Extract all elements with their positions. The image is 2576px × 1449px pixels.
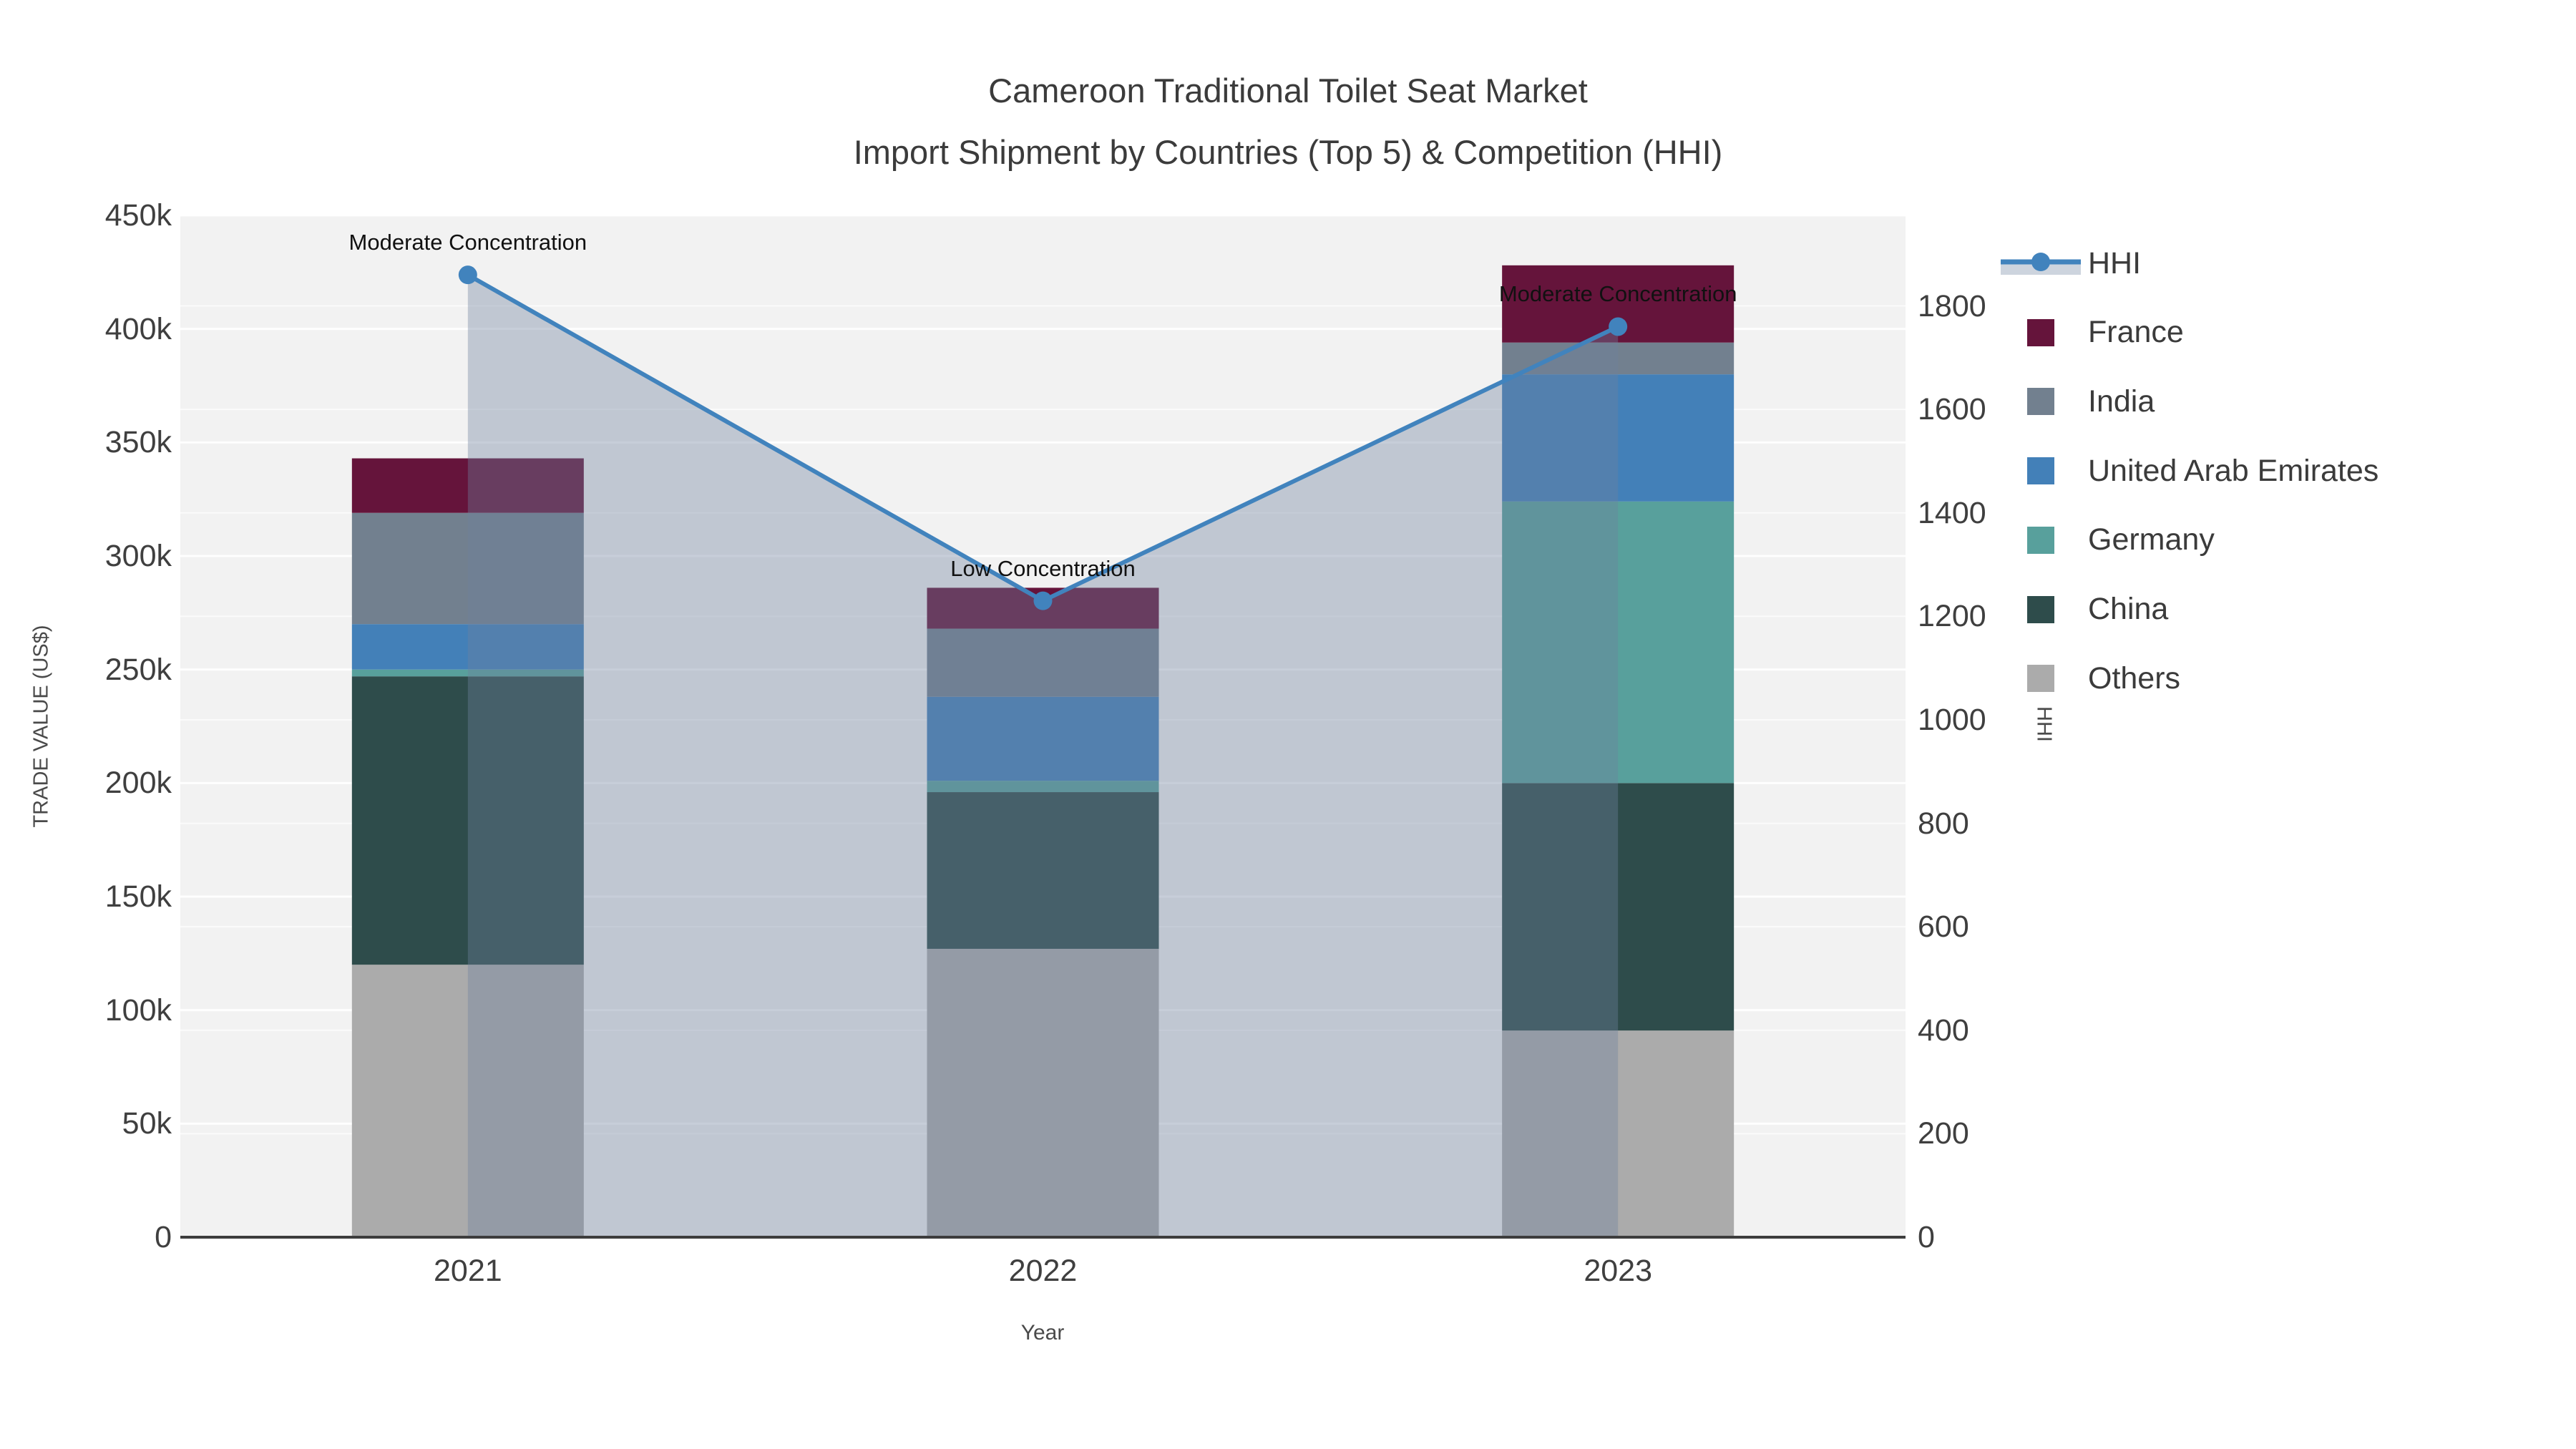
y-left-tick: 300k [104,539,172,573]
y-right-tick: 800 [1918,806,1969,841]
x-axis-title: Year [1020,1321,1065,1345]
bar-segment-2021-united-arab-emirates[interactable] [351,624,584,670]
y-right-axis-title: HHI [2032,706,2056,742]
legend-color-swatch [2027,665,2054,693]
bar-segment-2021-others[interactable] [351,965,584,1237]
y-right-tick: 1400 [1918,495,1986,530]
y-left-tick: 400k [104,311,172,346]
bar-segment-2023-india[interactable] [1502,342,1735,375]
bar-segment-2023-china[interactable] [1502,783,1735,1031]
bar-segment-2023-united-arab-emirates[interactable] [1502,374,1735,502]
annotation-2023: Moderate Concentration [1498,281,1737,307]
y-right-tick: 200 [1918,1116,1969,1151]
bar-segment-2021-china[interactable] [351,676,584,965]
y-right-tick: 600 [1918,909,1969,945]
y-right-tick: 1800 [1918,288,1986,323]
hhi-marker-2023[interactable] [1609,317,1628,336]
legend-label: Germany [2088,522,2215,557]
legend-label: HHI [2088,245,2142,280]
chart-title-line2: Import Shipment by Countries (Top 5) & C… [853,133,1723,171]
legend-swatch-icon [2001,317,2081,348]
legend-swatch-icon [2001,455,2081,487]
legend-swatch-icon [2001,525,2081,556]
y-left-tick: 0 [155,1220,172,1254]
hhi-area-fill [467,275,1619,1237]
legend-color-swatch [2027,526,2054,554]
chart-title: Cameroon Traditional Toilet Seat Market … [0,60,2576,183]
bar-segment-2021-germany[interactable] [351,669,584,677]
legend-item-india[interactable]: India [2001,380,2155,423]
bar-segment-2021-france[interactable] [351,458,584,513]
legend-color-swatch [2027,318,2054,346]
annotation-2022: Low Concentration [950,555,1136,581]
legend-item-united-arab-emirates[interactable]: United Arab Emirates [2001,449,2379,492]
legend-item-china[interactable]: China [2001,588,2168,631]
bar-segment-2022-others[interactable] [927,948,1159,1237]
hhi-marker-2021[interactable] [458,265,477,285]
bar-segment-2022-united-arab-emirates[interactable] [927,696,1159,781]
legend-label: France [2088,315,2184,350]
legend-swatch-icon [2001,663,2081,694]
y-left-tick: 200k [104,766,172,801]
hhi-marker-2022[interactable] [1033,591,1053,610]
legend-line-sample-icon [2001,248,2081,279]
annotation-2021: Moderate Concentration [348,230,587,255]
y-left-tick: 450k [104,198,172,233]
y-left-tick: 250k [104,652,172,687]
chart-title-line1: Cameroon Traditional Toilet Seat Market [988,72,1588,109]
bar-segment-2022-india[interactable] [927,628,1159,697]
legend-swatch-icon [2001,594,2081,625]
bar-segment-2023-germany[interactable] [1502,501,1735,784]
y-right-tick: 1000 [1918,702,1986,737]
y-right-tick: 400 [1918,1013,1969,1048]
bar-segment-2022-china[interactable] [927,792,1159,949]
legend-label: India [2088,384,2155,419]
legend-swatch-icon [2001,386,2081,417]
legend-item-others[interactable]: Others [2001,657,2180,700]
legend-label: China [2088,592,2169,626]
legend-color-swatch [2027,595,2054,623]
y-right-tick: 1600 [1918,392,1986,427]
legend-label: Others [2088,660,2181,696]
y-left-tick: 150k [104,879,172,914]
y-left-tick: 350k [104,425,172,460]
legend-item-hhi[interactable]: HHI [2001,242,2141,285]
legend-item-france[interactable]: France [2001,311,2184,354]
legend-item-germany[interactable]: Germany [2001,519,2215,562]
legend-label: United Arab Emirates [2088,453,2379,488]
x-tick-2023: 2023 [1584,1254,1652,1288]
bar-segment-2023-others[interactable] [1502,1030,1735,1237]
y-right-tick: 1200 [1918,599,1986,634]
y-left-tick: 50k [122,1106,172,1141]
legend-color-swatch [2027,457,2054,485]
x-tick-2021: 2021 [433,1254,502,1288]
bar-segment-2021-india[interactable] [351,512,584,625]
y-left-tick: 100k [104,992,172,1028]
y-right-tick: 0 [1918,1220,1935,1254]
x-tick-2022: 2022 [1008,1254,1078,1288]
bar-segment-2022-germany[interactable] [927,781,1159,793]
legend-color-swatch [2027,388,2054,416]
